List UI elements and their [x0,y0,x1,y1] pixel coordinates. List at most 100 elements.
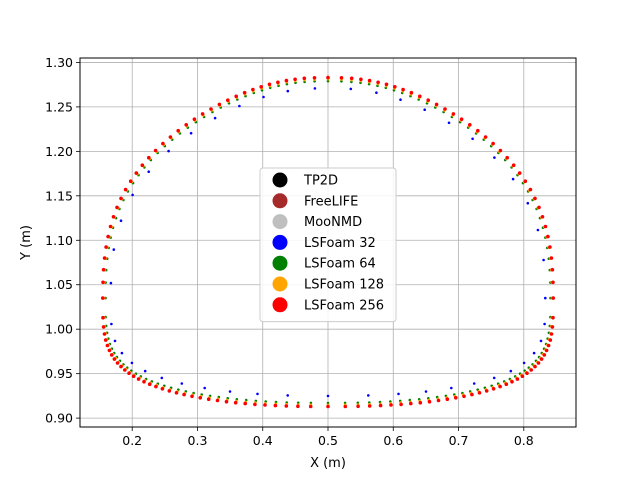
data-point [302,76,307,81]
data-point [286,394,290,397]
data-point [462,394,466,399]
data-point [384,82,389,87]
data-points [101,75,555,409]
data-point [160,376,164,380]
data-point [153,148,158,153]
data-point [106,234,110,239]
data-point [326,75,330,80]
data-point [451,112,456,116]
data-point [308,404,313,409]
data-point [549,256,554,260]
data-point [184,123,188,127]
data-point [101,296,105,300]
data-point [471,137,474,141]
data-point [546,234,550,239]
data-point [543,322,546,326]
data-point [356,404,360,409]
data-point [131,193,134,197]
y-tick-label: 1.15 [45,188,73,203]
data-point [147,382,152,387]
data-point [397,392,400,396]
data-point [130,361,134,365]
legend-label: FreeLIFE [304,194,358,209]
legend-label: LSFoam 128 [304,278,384,293]
data-point [107,348,112,353]
y-tick-label: 1.05 [45,277,73,292]
data-point [284,404,289,408]
data-point [539,357,544,361]
data-point [143,369,147,373]
data-point [476,128,480,133]
data-point [434,102,439,107]
data-point [491,387,496,391]
data-point [399,402,403,407]
data-point [378,403,383,408]
data-point [550,325,555,329]
data-point [498,148,503,153]
series-lsfoam-256 [101,75,555,409]
data-point [115,361,120,365]
y-tick-label: 1.20 [45,144,73,159]
data-point [119,196,123,201]
data-point [176,128,180,133]
axis-ticks: 0.2 0.3 0.4 0.5 0.6 0.7 0.8 0.90 0.95 1.00 1.05 1.1… [45,55,534,448]
data-point [343,404,348,409]
legend-box [259,167,397,323]
series-lsfoam-32 [109,87,547,398]
data-point [142,379,146,384]
x-tick-label: 0.2 [122,433,142,448]
data-point [226,98,230,102]
data-point [492,376,496,380]
data-point [401,87,405,92]
legend-marker [272,234,288,250]
data-point [418,94,422,99]
data-point [418,400,423,405]
data-point [104,245,108,249]
data-point [312,76,317,80]
data-point [112,357,117,361]
data-point [192,117,197,121]
x-axis-label: X (m) [310,456,346,471]
data-point [286,89,290,93]
data-point [108,224,113,229]
data-point [224,399,229,404]
data-point [313,87,317,90]
data-point [209,107,213,111]
data-point [551,280,555,285]
data-point [326,401,330,405]
data-point [349,87,353,91]
data-point [409,90,414,95]
data-point [160,387,165,391]
data-point [367,404,372,408]
data-point [105,343,110,348]
data-point [493,156,496,159]
data-point [511,177,515,181]
legend-label: TP2D [303,174,338,189]
data-point [102,332,107,336]
data-point [470,392,474,397]
data-point [505,155,510,160]
legend-label: LSFoam 256 [304,298,384,313]
data-point [217,102,222,107]
data-point [517,171,522,175]
data-point [536,228,540,232]
data-point [339,76,344,80]
data-point [242,90,247,95]
data-point [296,404,300,409]
data-point [215,398,220,403]
legend-marker [272,214,288,230]
data-point [511,163,516,167]
data-point [424,390,428,393]
data-point [533,364,537,369]
data-point [520,374,525,379]
data-point [168,135,173,139]
data-point [349,76,354,81]
data-point [551,296,555,300]
data-point [548,338,553,342]
data-point [510,379,514,384]
data-point [450,386,453,390]
data-point [528,187,533,192]
data-point [367,78,372,83]
legend-label: MooNMD [304,215,362,230]
data-point [276,80,280,85]
